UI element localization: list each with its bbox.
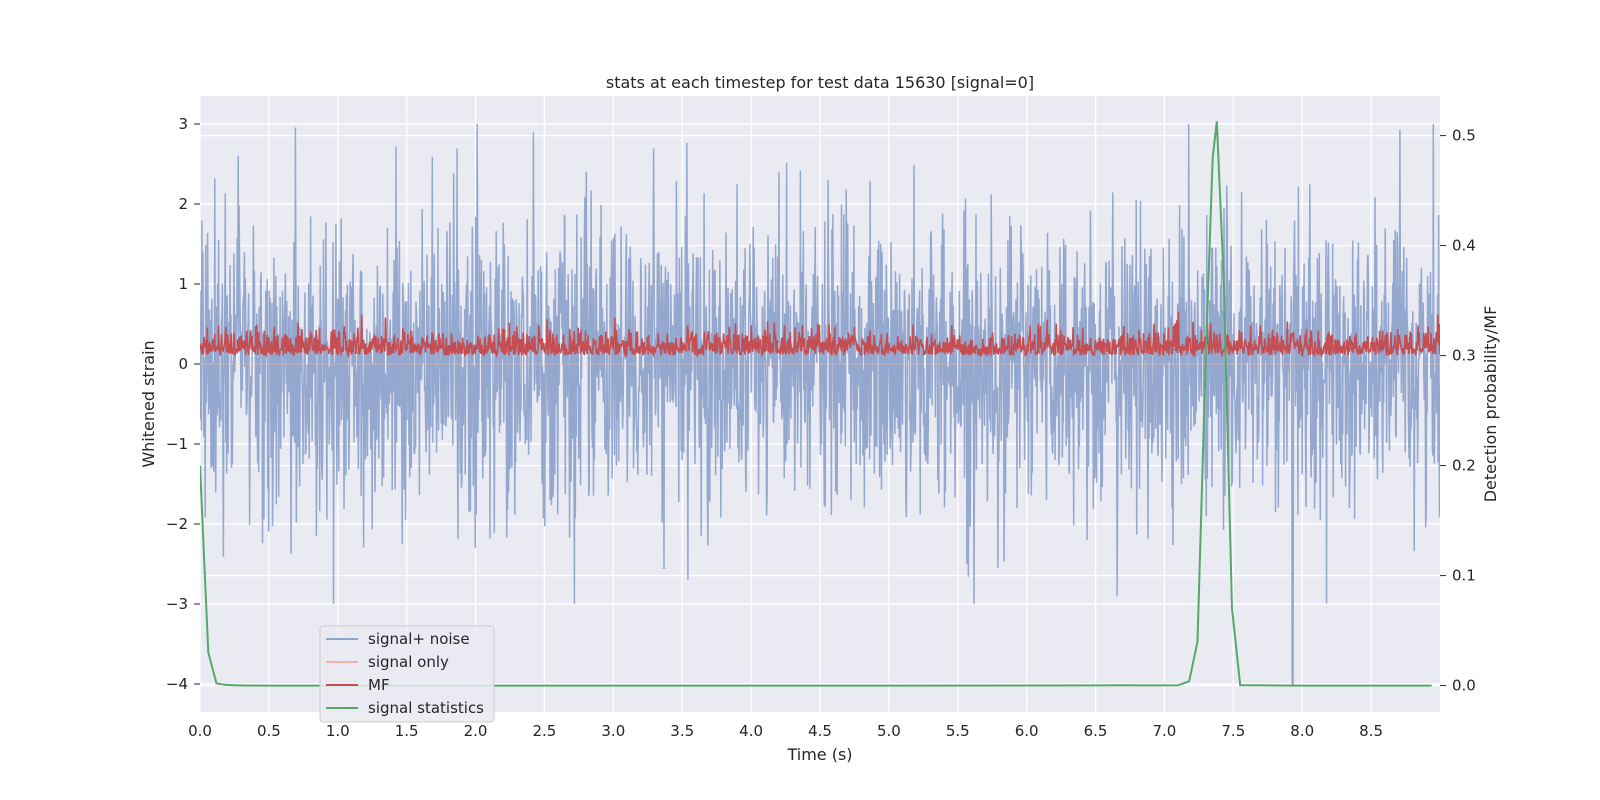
legend-box: [319, 625, 495, 723]
legend-label-signal-only: signal only: [368, 653, 449, 671]
x-tick-label: 2.0: [464, 722, 488, 740]
x-tick-label: 3.0: [601, 722, 625, 740]
chart-title: stats at each timestep for test data 156…: [606, 73, 1034, 92]
y-right-tick-label: 0.3: [1452, 347, 1476, 365]
legend-label-signal-noise: signal+ noise: [368, 630, 470, 648]
x-tick-label: 2.5: [533, 722, 557, 740]
x-tick-label: 4.5: [808, 722, 832, 740]
y-axis-right-label: Detection probability/MF: [1481, 306, 1500, 503]
series-mf-line: [200, 311, 1440, 359]
y-tick-label: 1: [178, 275, 188, 293]
y-tick-label: −3: [166, 595, 188, 613]
series-signal-statistics-line: [200, 121, 1432, 687]
x-tick-label: 0.0: [188, 722, 212, 740]
legend-label-signal-statistics: signal statistics: [368, 699, 484, 717]
x-tick-label: 8.0: [1290, 722, 1314, 740]
series-signal-noise-line: [200, 123, 1440, 685]
series-layer: [200, 121, 1440, 687]
axes-text: 0.0 0.5 1.0 1.5 2.0 2.5 3.0 3.5 4.0 4.5 5.0 5.5 6.0 6…: [166, 115, 1476, 740]
y-right-tick-label: 0.5: [1452, 127, 1476, 145]
y-tick-label: 3: [178, 115, 188, 133]
x-tick-label: 1.0: [326, 722, 350, 740]
y-tick-label: 2: [178, 195, 188, 213]
y-right-tick-label: 0.4: [1452, 237, 1476, 255]
x-tick-label: 7.5: [1221, 722, 1245, 740]
legend-label-mf: MF: [368, 676, 390, 694]
y-tick-label: −4: [166, 675, 188, 693]
y-tick-label: −2: [166, 515, 188, 533]
x-tick-label: 5.0: [877, 722, 901, 740]
x-tick-label: 5.5: [946, 722, 970, 740]
x-tick-label: 0.5: [257, 722, 281, 740]
y-tick-label: 0: [178, 355, 188, 373]
x-axis-label: Time (s): [786, 745, 852, 764]
y-right-tick-label: 0.0: [1452, 677, 1476, 695]
x-tick-label: 6.5: [1084, 722, 1108, 740]
x-tick-label: 1.5: [395, 722, 419, 740]
y-axis-label: Whitened strain: [139, 340, 158, 467]
legend: signal+ noise signal only MF signal stat…: [319, 625, 495, 723]
y-right-tick-label: 0.1: [1452, 567, 1476, 585]
x-tick-label: 6.0: [1015, 722, 1039, 740]
x-tick-label: 4.0: [739, 722, 763, 740]
x-tick-label: 8.5: [1359, 722, 1383, 740]
x-tick-label: 3.5: [670, 722, 694, 740]
x-tick-label: 7.0: [1153, 722, 1177, 740]
y-tick-label: −1: [166, 435, 188, 453]
y-right-tick-label: 0.2: [1452, 457, 1476, 475]
